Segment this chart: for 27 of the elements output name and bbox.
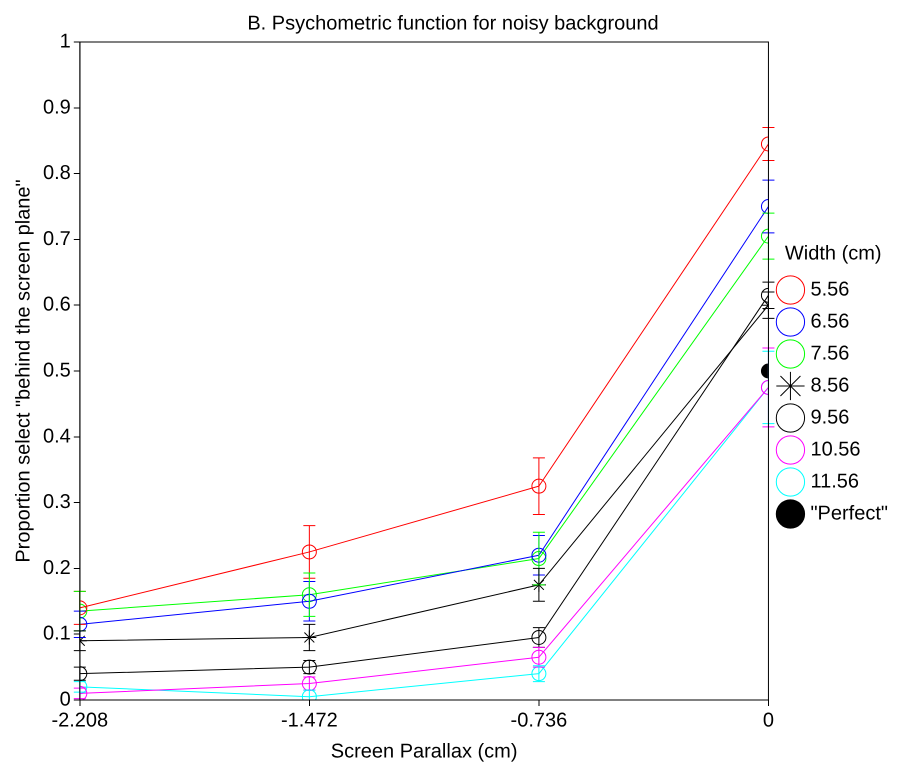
y-tick-label: 0.5 [42,360,71,382]
x-tick-label: -0.736 [510,710,568,732]
x-tick-label: -2.208 [51,710,108,732]
legend-label: 7.56 [810,342,850,365]
legend-label: 8.56 [810,374,850,397]
chart-title: B. Psychometric function for noisy background [247,12,659,35]
y-tick-label: 0.1 [42,622,71,645]
y-tick-label: 0.9 [42,96,71,118]
y-tick-label: 0.6 [42,294,71,316]
y-tick-label: 1 [60,30,71,53]
y-tick-label: 0.3 [42,491,71,514]
legend-label: 10.56 [810,438,861,461]
legend-label: 9.56 [810,406,850,429]
y-tick-label: 0 [60,688,71,711]
legend-label: 11.56 [810,470,860,493]
legend-label: "Perfect" [810,502,888,525]
y-axis-title: Proportion select "behind the screen plane" [12,179,35,563]
legend-title: Width (cm) [784,242,882,265]
y-tick-label: 0.7 [42,228,71,250]
y-tick-label: 0.4 [42,425,71,448]
y-tick-label: 0.8 [42,162,71,184]
x-tick-label: -1.472 [280,710,338,732]
legend-label: 6.56 [810,310,850,333]
y-tick-label: 0.2 [42,556,71,579]
x-axis-title: Screen Parallax (cm) [330,740,518,763]
legend-label: 5.56 [810,278,850,301]
x-tick-label: 0 [762,710,774,732]
